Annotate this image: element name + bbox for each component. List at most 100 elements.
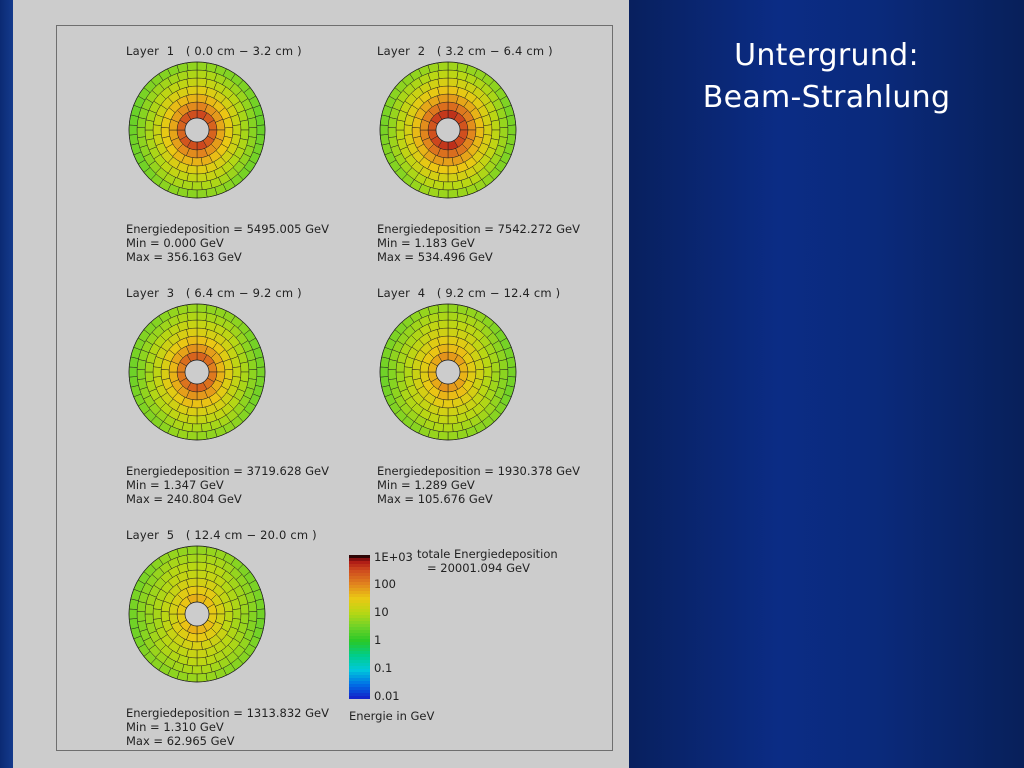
colorbar-step (349, 654, 370, 658)
disk-cell (152, 366, 162, 378)
disk-cell (442, 157, 454, 167)
disk-cell (490, 361, 501, 373)
disk-cell (247, 601, 258, 613)
disk-cell (247, 359, 258, 371)
disk-cell (160, 127, 170, 139)
disk-cell (499, 369, 509, 380)
colorbar-step (349, 672, 370, 676)
disk-cell (248, 127, 258, 138)
disk-cell (447, 414, 459, 425)
colorbar-step (349, 693, 370, 697)
beam-pipe-hole (435, 117, 461, 143)
disk-cell (152, 124, 162, 136)
disk-cell (498, 117, 509, 129)
colorbar-step (349, 648, 370, 652)
colorbar-step (349, 639, 370, 643)
disk-cell (239, 361, 250, 373)
beam-pipe-hole (184, 117, 210, 143)
colorbar-step (349, 570, 370, 574)
layer-title: Layer 1 ( 0.0 cm − 3.2 cm ) (126, 44, 302, 58)
disk-cell (437, 431, 449, 441)
colorbar-step (349, 696, 370, 699)
colorbar-scale (349, 555, 370, 699)
disk-cell (186, 85, 198, 96)
colorbar-step (349, 690, 370, 694)
colorbar-step (349, 603, 370, 607)
layer-2-disk (379, 61, 517, 199)
disk-cell (196, 545, 208, 555)
layer-max: Max = 240.804 GeV (126, 492, 242, 506)
disk-cell (186, 561, 198, 572)
disk-cell (144, 613, 155, 625)
total-energy-value: = 20001.094 GeV (427, 561, 530, 575)
layer-3-disk (128, 303, 266, 441)
disk-cell (186, 545, 198, 555)
layer-energy: Energiedeposition = 1930.378 GeV (377, 464, 580, 478)
colorbar-step (349, 612, 370, 616)
layer-min: Min = 1.183 GeV (377, 236, 475, 250)
colorbar-label: 100 (374, 577, 396, 591)
colorbar-step (349, 594, 370, 598)
colorbar-step (349, 615, 370, 619)
disk-cell (196, 648, 208, 659)
disk-cell (196, 172, 208, 183)
colorbar-step (349, 651, 370, 655)
layer-min: Min = 0.000 GeV (126, 236, 224, 250)
plot-panel (13, 0, 629, 768)
disk-cell (437, 319, 449, 330)
disk-cell (499, 127, 509, 138)
colorbar-step (349, 630, 370, 634)
disk-cell (196, 311, 208, 322)
colorbar-step (349, 591, 370, 595)
colorbar-step (349, 678, 370, 682)
disk-cell (136, 611, 146, 622)
colorbar-step (349, 561, 370, 565)
layer-energy: Energiedeposition = 1313.832 GeV (126, 706, 329, 720)
colorbar-step (349, 555, 370, 559)
disk-cell (186, 189, 198, 199)
disk-cell (196, 69, 208, 80)
layer-energy: Energiedeposition = 7542.272 GeV (377, 222, 580, 236)
disk-outline (128, 545, 266, 683)
disk-cell (186, 431, 198, 441)
disk-cell (128, 366, 138, 378)
disk-cell (152, 608, 162, 620)
colorbar-step (349, 681, 370, 685)
disk-cell (196, 406, 208, 417)
colorbar-step (349, 642, 370, 646)
colorbar-step (349, 618, 370, 622)
disk-cell (447, 303, 459, 313)
colorbar-legend: 1E+03 100 10 1 0.1 0.01 Energie in GeV t… (349, 547, 589, 725)
layer-1-disk (128, 61, 266, 199)
colorbar-step (349, 588, 370, 592)
disk-cell (490, 119, 501, 131)
disk-cell (411, 369, 421, 381)
disk-cell (442, 181, 454, 191)
disk-cell (196, 673, 208, 683)
beam-pipe-hole (184, 359, 210, 385)
disk-cell (256, 608, 266, 620)
disk-cell (186, 77, 198, 88)
disk-cell (507, 124, 517, 136)
disk-cell (196, 164, 208, 175)
disk-cell (186, 319, 198, 330)
colorbar-step (349, 558, 370, 562)
colorbar-step (349, 564, 370, 568)
disk-cell (403, 366, 413, 378)
disk-cell (196, 61, 208, 71)
total-energy-label: totale Energiedeposition (417, 547, 558, 561)
colorbar-label: 10 (374, 605, 389, 619)
disk-cell (256, 124, 266, 136)
layer-title: Layer 4 ( 9.2 cm − 12.4 cm ) (377, 286, 561, 300)
disk-cell (160, 369, 170, 381)
disk-cell (447, 431, 459, 441)
disk-cell (186, 69, 198, 80)
disk-cell (196, 303, 208, 313)
disk-cell (239, 119, 250, 131)
disk-cell (196, 414, 208, 425)
layer-title: Layer 3 ( 6.4 cm − 9.2 cm ) (126, 286, 302, 300)
left-edge-strip (0, 0, 13, 768)
colorbar-step (349, 660, 370, 664)
disk-cell (447, 311, 459, 322)
colorbar-step (349, 666, 370, 670)
